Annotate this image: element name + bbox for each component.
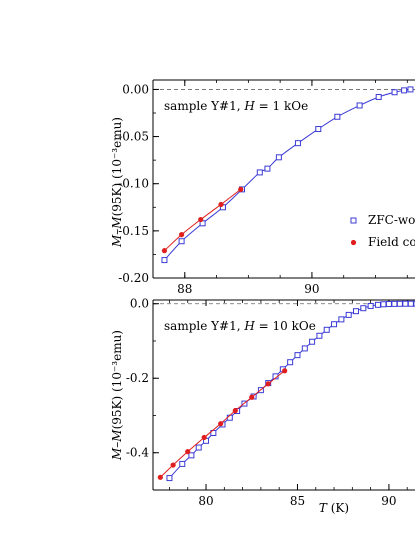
fc-data-point — [232, 408, 238, 414]
zfc-data-point — [178, 238, 185, 245]
fc-data-point — [238, 186, 244, 192]
zfc-data-point — [256, 169, 263, 176]
zfc-data-point — [315, 126, 322, 133]
fc-data-point — [185, 449, 191, 455]
top-panel-annotation: sample Y#1, H = 1 kOe — [164, 99, 308, 113]
zfc-data-point — [402, 300, 409, 307]
zfc-data-point — [407, 86, 414, 93]
zfc-data-point — [360, 305, 367, 312]
zfc-data-point — [407, 300, 414, 307]
top-series — [161, 86, 414, 264]
fc-data-point — [157, 474, 163, 480]
bottom-x-axis-label: T (K) — [319, 501, 349, 515]
x-tick-label: 88 — [177, 282, 192, 296]
zfc-data-point — [287, 359, 294, 366]
x-tick-label: 90 — [381, 494, 396, 508]
y-tick-label: -0.2 — [126, 371, 149, 385]
zfc-data-point — [264, 165, 271, 172]
zfc-data-point — [309, 338, 316, 345]
zfc-data-point — [323, 326, 330, 333]
bottom-y-tick-labels: 0.0 -0.2 -0.4 — [126, 297, 150, 460]
x-tick-label: 80 — [198, 494, 213, 508]
zfc-data-point — [338, 316, 345, 323]
zfc-data-point — [396, 300, 403, 307]
zfc-data-point — [345, 311, 352, 318]
legend-fc-marker — [350, 239, 357, 246]
zfc-data-point — [275, 154, 282, 161]
zfc-data-point — [391, 300, 398, 307]
zfc-data-point — [331, 321, 338, 328]
y-tick-label: -0.4 — [126, 446, 150, 460]
zfc-data-point — [210, 430, 217, 436]
x-tick-label: 90 — [304, 282, 319, 296]
zfc-data-point — [294, 352, 301, 359]
zfc-data-point — [166, 475, 173, 482]
zfc-data-point — [195, 444, 202, 451]
legend-label: ZFC-wo — [368, 213, 415, 227]
zfc-data-point — [367, 302, 374, 309]
zfc-data-point — [294, 140, 301, 147]
x-tick-label: 85 — [290, 494, 305, 508]
panel-1kOe: sample Y#1, H = 1 kOe 0.00 -0.05 -0.10 -0.1… — [110, 79, 415, 296]
bottom-y-axis-label: M–M(95K) (10⁻³emu) — [110, 330, 124, 461]
fc-data-point — [198, 216, 204, 223]
zfc-data-point — [316, 332, 323, 339]
bottom-series — [157, 300, 415, 482]
top-x-tick-labels: 88 90 — [177, 282, 319, 296]
zfc-data-point — [385, 301, 392, 308]
y-tick-label: -0.20 — [118, 271, 149, 285]
zfc-series-line — [164, 88, 411, 261]
fc-data-point — [201, 434, 207, 441]
bottom-x-tick-labels: 80 85 90 — [198, 494, 396, 508]
y-tick-label: -0.15 — [118, 224, 149, 238]
y-tick-label: -0.05 — [118, 130, 149, 144]
legend: ZFC-wo Field co — [350, 213, 415, 249]
zfc-data-point — [301, 345, 308, 352]
fc-data-point — [170, 462, 176, 468]
fc-data-point — [179, 232, 185, 238]
zfc-data-point — [374, 301, 381, 308]
zfc-data-point — [179, 460, 186, 467]
fc-data-point — [282, 368, 288, 374]
top-y-axis-label: M–M(95K) (10⁻³emu) — [110, 117, 124, 248]
zfc-data-point — [334, 113, 341, 120]
top-axes — [152, 79, 415, 279]
fc-data-point — [218, 201, 224, 208]
fc-data-point — [161, 248, 168, 254]
zfc-data-point — [391, 89, 398, 96]
y-tick-label: 0.0 — [130, 297, 149, 311]
panel-10kOe: sample Y#1, H = 10 kOe 0.0 -0.2 -0.4 80 85 9… — [110, 297, 415, 515]
zfc-data-point — [356, 102, 363, 109]
zfc-data-point — [380, 301, 387, 308]
legend-zfc-marker — [350, 217, 357, 224]
bottom-panel-annotation: sample Y#1, H = 10 kOe — [164, 319, 316, 333]
y-tick-label: 0.00 — [122, 82, 149, 96]
legend-label: Field co — [368, 235, 415, 249]
zfc-data-point — [161, 257, 168, 264]
top-y-tick-labels: 0.00 -0.05 -0.10 -0.15 -0.20 — [118, 82, 149, 285]
zfc-data-point — [352, 308, 359, 315]
zfc-data-point — [375, 93, 382, 100]
zfc-data-point — [401, 87, 408, 94]
zfc-data-point — [188, 452, 195, 459]
fc-data-point — [218, 421, 224, 427]
fc-data-point — [265, 381, 271, 387]
zfc-data-point — [413, 300, 415, 307]
fc-data-point — [249, 394, 255, 400]
y-tick-label: -0.10 — [118, 177, 149, 191]
